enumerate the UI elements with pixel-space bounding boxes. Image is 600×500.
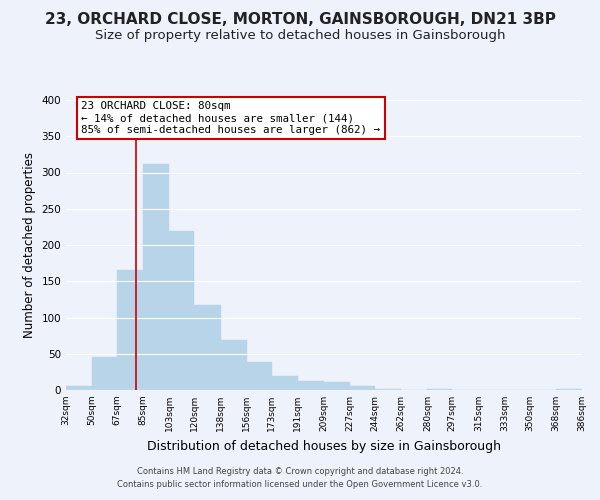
Bar xyxy=(272,376,298,390)
Y-axis label: Number of detached properties: Number of detached properties xyxy=(23,152,36,338)
Text: Contains HM Land Registry data © Crown copyright and database right 2024.: Contains HM Land Registry data © Crown c… xyxy=(137,467,463,476)
Bar xyxy=(350,386,375,390)
X-axis label: Distribution of detached houses by size in Gainsborough: Distribution of detached houses by size … xyxy=(147,440,501,452)
Bar xyxy=(298,380,324,390)
Text: 23, ORCHARD CLOSE, MORTON, GAINSBOROUGH, DN21 3BP: 23, ORCHARD CLOSE, MORTON, GAINSBOROUGH,… xyxy=(44,12,556,28)
Bar xyxy=(92,356,117,390)
Bar xyxy=(556,388,582,390)
Bar xyxy=(169,231,194,390)
Bar xyxy=(143,164,169,390)
Bar xyxy=(324,382,350,390)
Text: Contains public sector information licensed under the Open Government Licence v3: Contains public sector information licen… xyxy=(118,480,482,489)
Text: Size of property relative to detached houses in Gainsborough: Size of property relative to detached ho… xyxy=(95,29,505,42)
Text: 23 ORCHARD CLOSE: 80sqm
← 14% of detached houses are smaller (144)
85% of semi-d: 23 ORCHARD CLOSE: 80sqm ← 14% of detache… xyxy=(82,102,380,134)
Bar xyxy=(117,270,143,390)
Bar xyxy=(247,362,272,390)
Bar xyxy=(194,305,221,390)
Bar xyxy=(221,340,247,390)
Bar xyxy=(66,386,92,390)
